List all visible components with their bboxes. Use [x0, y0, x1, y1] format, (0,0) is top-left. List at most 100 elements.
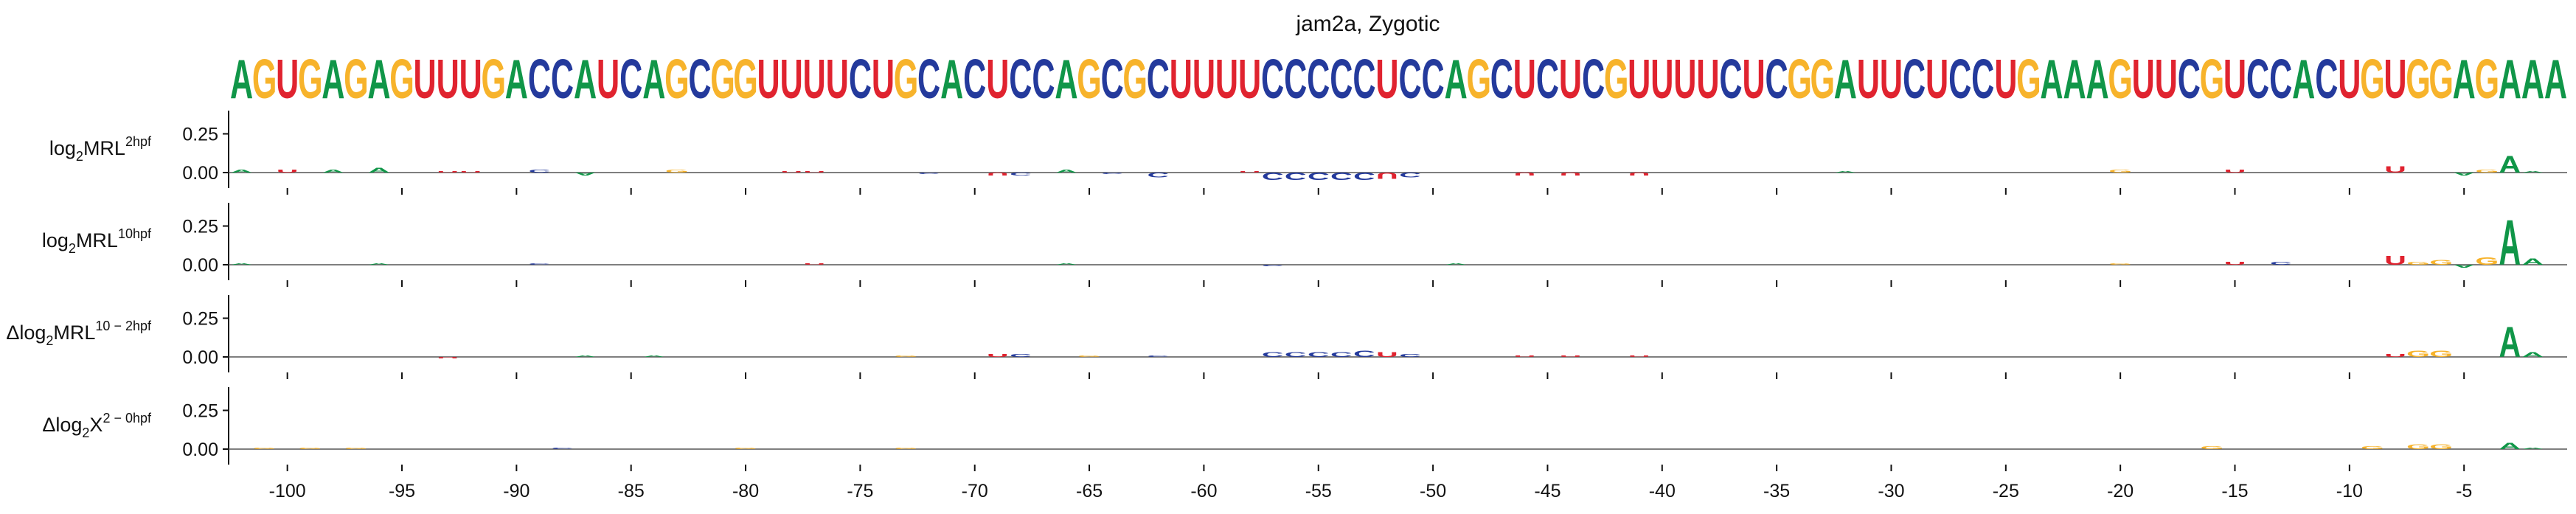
logo-letter: U — [2224, 169, 2246, 173]
sequence-letter: U — [1994, 49, 2017, 110]
sequence-letter: G — [1787, 49, 1812, 110]
x-tick-label: -10 — [2336, 481, 2363, 501]
sequence-letter: C — [1307, 49, 1330, 110]
sequence-letter: A — [2086, 49, 2109, 110]
x-tick-label: -35 — [1763, 481, 1790, 501]
x-tick-label: -55 — [1305, 481, 1332, 501]
panel-label: Δlog2X2 − 0hpf — [42, 411, 152, 440]
panel-label-subscript: 2 — [76, 149, 83, 164]
sequence-letter: G — [2108, 49, 2133, 110]
sequence-letter: U — [1375, 49, 1398, 110]
x-tick-label: -100 — [269, 481, 306, 501]
sequence-letter: U — [1628, 49, 1650, 110]
logo-letter: G — [895, 355, 918, 357]
logo-letter: G — [734, 447, 757, 449]
sequence-letter: A — [2040, 49, 2063, 110]
sequence-letter: U — [276, 49, 299, 110]
sequence-letter: C — [1903, 49, 1926, 110]
sequence-letter: A — [642, 49, 665, 110]
sequence-letter: G — [1122, 49, 1148, 110]
sequence-letter: A — [2521, 49, 2544, 110]
panel-label-superscript: 2hpf — [125, 134, 152, 149]
logo-letter: A — [368, 263, 390, 265]
sequence-letter: G — [2406, 49, 2431, 110]
x-tick-label: -30 — [1878, 481, 1904, 501]
sequence-letter: U — [1238, 49, 1261, 110]
y-tick-label: 0.25 — [182, 217, 218, 237]
sequence-letter: G — [2360, 49, 2385, 110]
sequence-letter: U — [1650, 49, 1673, 110]
logo-letter: U — [803, 263, 825, 265]
sequence-letter: C — [1101, 49, 1124, 110]
logo-letter: A — [2499, 151, 2521, 178]
logo-letter: U — [1560, 355, 1582, 357]
sequence-letter: A — [1834, 49, 1857, 110]
panel-label-prefix: log — [49, 137, 76, 159]
sequence-letter: A — [230, 49, 253, 110]
panel-label-quantity: MRL — [76, 229, 118, 251]
sequence-letter: G — [252, 49, 277, 110]
sequence-letter: C — [551, 49, 574, 110]
sequence-letter: A — [2499, 49, 2521, 110]
sequence-letter: A — [2453, 49, 2476, 110]
logo-letter: G — [2406, 261, 2430, 265]
sequence-letter: C — [917, 49, 940, 110]
x-tick-label: -95 — [389, 481, 415, 501]
x-tick-label: -65 — [1076, 481, 1103, 501]
sequence-letter: A — [2544, 49, 2567, 110]
y-tick-label: 0.00 — [182, 163, 218, 184]
logo-letter: G — [2429, 443, 2453, 451]
sequence-letter: A — [574, 49, 597, 110]
sequence-letter: G — [2016, 49, 2041, 110]
logo-letter: C — [1330, 351, 1353, 358]
sequence-letter: A — [2063, 49, 2086, 110]
logo-letter: C — [1399, 171, 1421, 178]
sequence-letter: A — [322, 49, 344, 110]
panel-label-superscript: 10 − 2hpf — [95, 319, 152, 333]
sequence-letter: C — [1582, 49, 1605, 110]
panel-label-superscript: 2 − 0hpf — [103, 411, 152, 426]
sequence-letter: U — [2338, 49, 2361, 110]
panel-label-subscript: 2 — [46, 333, 53, 348]
sequence-letter: U — [1696, 49, 1719, 110]
x-tick-label: -60 — [1190, 481, 1217, 501]
logo-letter: U — [987, 172, 1009, 176]
sequence-letter: C — [2315, 49, 2338, 110]
sequence-letter: U — [757, 49, 780, 110]
sequence-letter: U — [803, 49, 826, 110]
sequence-letter: A — [367, 49, 390, 110]
logo-letter: G — [1077, 355, 1101, 357]
sequence-letter: C — [1147, 49, 1170, 110]
panel-label-superscript: 10hpf — [118, 226, 152, 241]
sequence-letter: C — [688, 49, 711, 110]
x-axis: -100 -95 -90 -85 -80 -75 -70 -65 -60 -55 -50 -45 -40… — [269, 481, 2473, 501]
sequence-letter: U — [1880, 49, 1903, 110]
sequence-letter: C — [1766, 49, 1788, 110]
logo-letter: A — [574, 172, 597, 176]
logo-letter: C — [1147, 171, 1169, 178]
logo-letter: A — [1055, 169, 1077, 173]
logo-letter: U — [1628, 172, 1650, 176]
sequence-letter: G — [2200, 49, 2225, 110]
x-tick-label: -75 — [847, 481, 873, 501]
sequence-letter: U — [1215, 49, 1238, 110]
sequence-letter: G — [664, 49, 690, 110]
logo-letter: A — [2522, 447, 2544, 449]
logo-letter: G — [2406, 443, 2430, 451]
x-tick-label: -70 — [962, 481, 988, 501]
logo-letter: U — [2224, 261, 2246, 265]
sequence-letter: G — [1810, 49, 1835, 110]
logo-letter: U — [987, 353, 1009, 358]
sequence-letter: A — [940, 49, 963, 110]
logo-letter: A — [643, 355, 665, 357]
sequence-letter: C — [1330, 49, 1353, 110]
logo-letter: C — [1308, 170, 1330, 183]
sequence-letter: G — [2429, 49, 2454, 110]
logo-letter: A — [574, 355, 597, 357]
logo-letter: G — [2108, 169, 2132, 173]
